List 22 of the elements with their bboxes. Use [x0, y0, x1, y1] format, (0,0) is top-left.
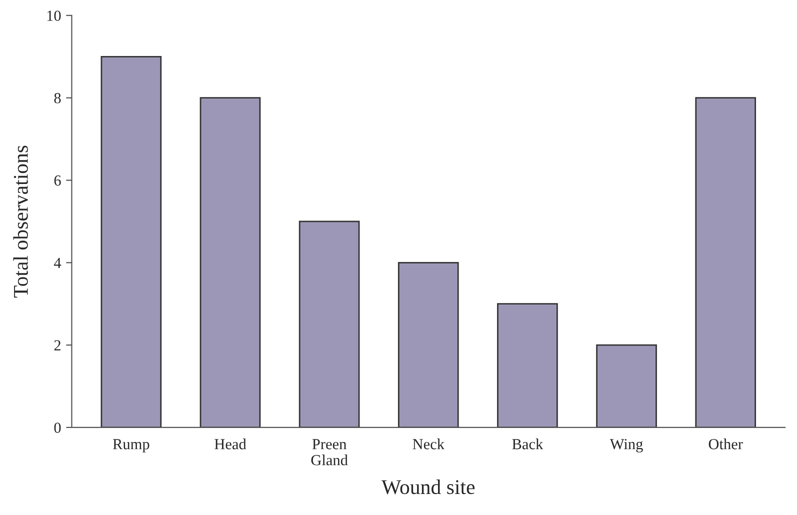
x-tick-label: Back	[512, 438, 544, 450]
y-tick-label: 4	[54, 258, 62, 268]
x-tick-label: Preen Gland	[311, 439, 348, 466]
bar	[200, 97, 261, 428]
bar	[497, 303, 558, 428]
y-tick-label: 6	[54, 175, 61, 186]
y-axis-title: Total observations	[13, 146, 28, 298]
y-tick-label: 10	[47, 10, 61, 21]
bar	[596, 344, 657, 428]
x-tick-label: Head	[214, 438, 246, 450]
y-tick-label: 2	[54, 340, 60, 350]
bar	[298, 220, 360, 428]
bar	[100, 56, 162, 428]
y-tick-label: 8	[54, 92, 61, 104]
y-tick-label: 0	[54, 422, 61, 433]
x-tick-label: Rump	[112, 439, 150, 452]
x-tick-label: Wing	[610, 439, 643, 452]
bar	[695, 97, 756, 428]
x-tick-label: Neck	[412, 438, 445, 450]
x-axis-title: Wound site	[382, 480, 475, 494]
x-tick-label: Other	[708, 438, 743, 450]
bar	[398, 262, 459, 428]
